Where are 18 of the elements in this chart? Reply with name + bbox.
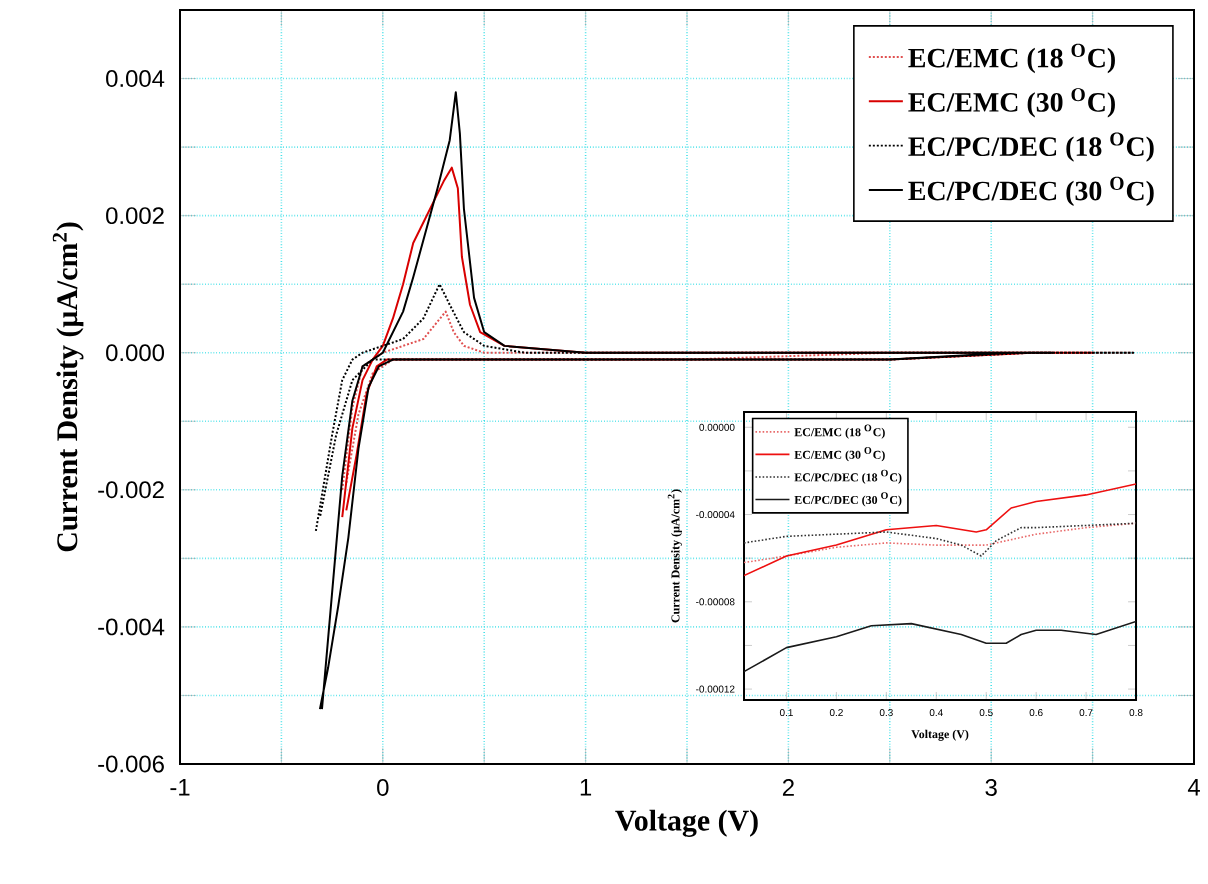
legend-label: EC/PC/DEC (18 $^{O}$C) xyxy=(908,132,1154,162)
x-tick-label: 4 xyxy=(1187,779,1200,796)
y-axis-title: Current Density (μA/cm$^{2}$) xyxy=(52,222,84,552)
y-tick-label: -0.006 xyxy=(98,755,164,773)
y-tick-label: 0.000 xyxy=(106,344,165,362)
x-tick-label: 3 xyxy=(985,779,997,796)
y-tick-label: 0.002 xyxy=(106,207,164,225)
legend-label: EC/EMC (18 $^{O}$C) xyxy=(908,43,1115,74)
x-tick-label: 0 xyxy=(377,779,389,796)
x-tick-label: 1 xyxy=(580,779,592,796)
y-tick-label: 0.004 xyxy=(106,70,165,87)
x-tick-label: -1 xyxy=(170,779,190,796)
x-axis-title: Voltage (V) xyxy=(615,809,758,837)
y-tick-label: -0.002 xyxy=(98,481,164,499)
x-tick-label: 2 xyxy=(782,779,794,796)
legend-label: EC/EMC (30 $^{O}$C) xyxy=(908,88,1115,118)
legend-label: EC/PC/DEC (30 $^{O}$C) xyxy=(908,176,1154,207)
y-tick-label: -0.004 xyxy=(98,618,165,636)
